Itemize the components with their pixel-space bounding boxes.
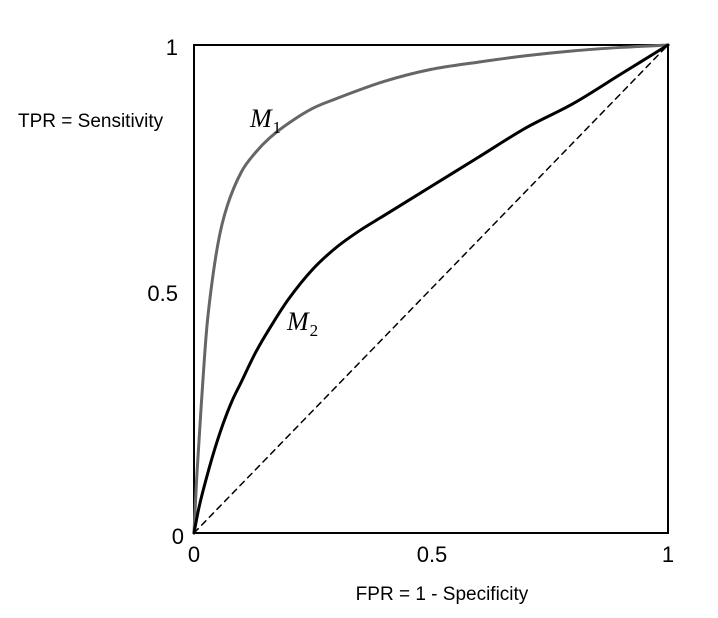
series-line-m2 [192, 43, 670, 535]
y-tick-label-top: 1 [166, 35, 178, 60]
plot-frame [193, 44, 669, 534]
series-label-m2-main: M [286, 307, 310, 336]
x-tick-label-mid: 0.5 [417, 542, 448, 567]
y-tick-label-bottom: 0 [172, 524, 184, 549]
series-label-m2: M2 [286, 307, 318, 340]
y-axis-title: TPR = Sensitivity [18, 111, 164, 132]
diagonal-reference-line [193, 44, 669, 534]
series-label-m1: M1 [249, 104, 281, 137]
series-label-m2-sub: 2 [310, 321, 319, 340]
y-tick-label-mid: 0.5 [147, 281, 178, 306]
series-layer [192, 43, 670, 535]
series-label-m1-main: M [249, 104, 273, 133]
x-tick-label-right: 1 [662, 542, 674, 567]
x-tick-label-left: 0 [188, 542, 200, 567]
series-line-m1 [192, 43, 670, 535]
x-axis-title: FPR = 1 - Specificity [356, 584, 529, 605]
series-label-m1-sub: 1 [273, 118, 282, 137]
